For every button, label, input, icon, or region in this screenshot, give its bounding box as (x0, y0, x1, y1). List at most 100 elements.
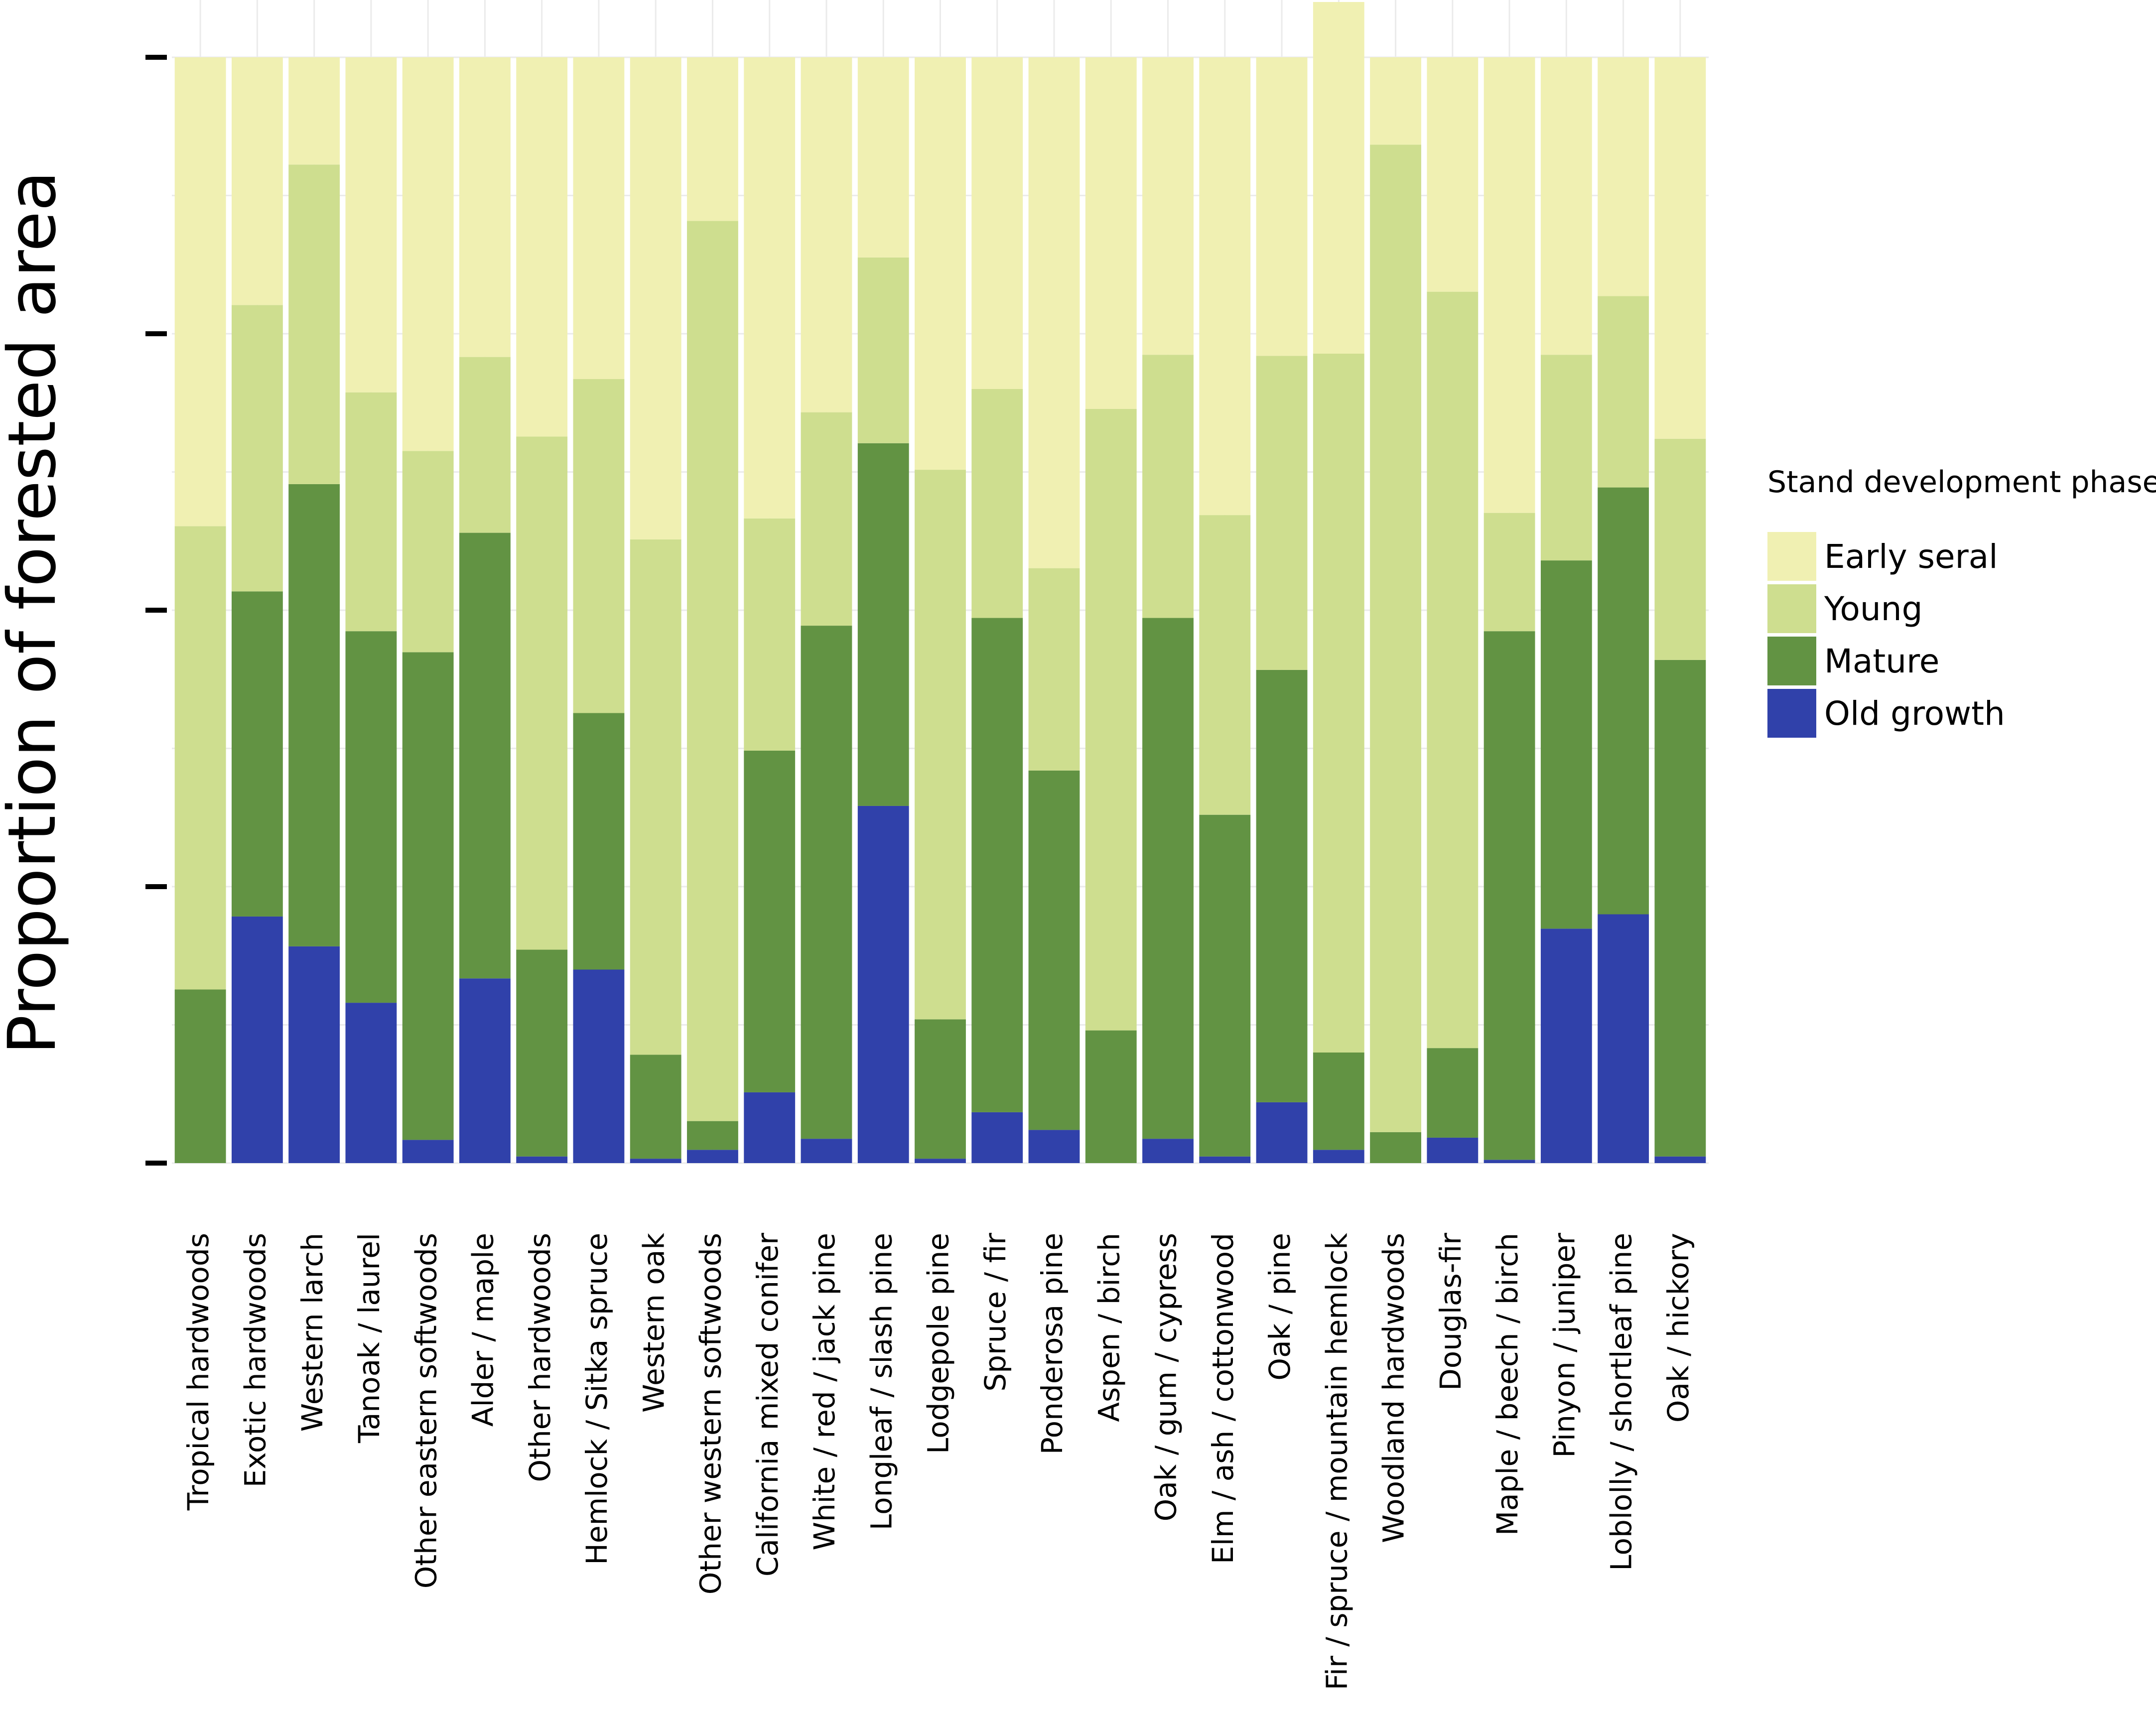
bar-segment-early-seral (687, 57, 738, 221)
bar-segment-mature (1313, 1053, 1364, 1150)
y-axis-label: Proportion of forested area (0, 171, 71, 1055)
x-tick-label: White / red / jack pine (808, 1233, 841, 1551)
bar-segment-mature (1483, 631, 1535, 1160)
bar-segment-mature (174, 989, 226, 1163)
bar-segment-young (1142, 355, 1194, 618)
x-tick-label: Oak / pine (1263, 1233, 1297, 1381)
x-tick-label: Ponderosa pine (1035, 1233, 1069, 1454)
bar-segment-young (231, 305, 283, 592)
bar-segment-young (801, 412, 852, 626)
bar-segment-old-growth (630, 1159, 681, 1163)
x-tick-label: Fir / spruce / mountain hemlock (1320, 1233, 1353, 1691)
x-tick-label: Western oak (637, 1233, 671, 1413)
bar-segment-early-seral (174, 57, 226, 527)
x-tick-label: Loblolly / shortleaf pine (1605, 1233, 1638, 1571)
bar-segment-early-seral (1256, 57, 1308, 356)
bar-segment-old-growth (288, 946, 340, 1163)
bar-segment-young (630, 539, 681, 1055)
bar-segment-young (1085, 408, 1137, 1031)
bar-segment-early-seral (1427, 57, 1479, 292)
bar-segment-mature (345, 631, 397, 1003)
bar-segment-mature (1256, 669, 1308, 1102)
bar-segment-mature (971, 618, 1023, 1112)
legend-swatch (1767, 637, 1816, 685)
x-tick-label: Longleaf / slash pine (864, 1233, 898, 1530)
bar-segment-young (1028, 568, 1080, 771)
bar-segment-mature (1427, 1048, 1479, 1138)
bar-segment-young (687, 221, 738, 1121)
bar-segment-early-seral (1540, 57, 1592, 355)
bar-segment-early-seral (744, 57, 796, 519)
bar-segment-old-growth (857, 805, 909, 1163)
bar-segment-early-seral (1598, 57, 1649, 296)
bar-segment-mature (402, 652, 454, 1140)
y-axis-ticks (145, 55, 167, 1166)
bar-segment-young (174, 526, 226, 990)
bar-segment-young (1598, 296, 1649, 488)
legend-swatch (1767, 689, 1816, 738)
bar-segment-old-growth (459, 978, 511, 1163)
bar-segment-young (857, 257, 909, 443)
bar-segment-mature (573, 713, 625, 970)
bar-segment-young (1540, 355, 1592, 561)
x-tick-label: Tropical hardwoods (181, 1233, 215, 1511)
legend-label: Early seral (1824, 537, 1998, 576)
bar-segment-young (971, 389, 1023, 618)
bar-segment-old-growth (1256, 1102, 1308, 1163)
x-tick-label: Oak / gum / cypress (1149, 1233, 1183, 1521)
bar-segment-old-growth (801, 1139, 852, 1163)
bars (174, 2, 1706, 1163)
bar-segment-mature (1028, 770, 1080, 1130)
bar-segment-early-seral (573, 57, 625, 380)
bar-segment-old-growth (1028, 1130, 1080, 1163)
bar-segment-young (1256, 356, 1308, 670)
bar-segment-mature (801, 626, 852, 1139)
x-tick-label: California mixed conifer (751, 1233, 785, 1577)
legend-label: Mature (1824, 642, 1939, 680)
bar-segment-early-seral (857, 57, 909, 258)
bar-segment-young (1199, 515, 1251, 815)
legend-label: Old growth (1824, 694, 2005, 733)
bar-segment-mature (288, 484, 340, 946)
bar-segment-mature (231, 591, 283, 917)
bar-segment-old-growth (516, 1156, 568, 1163)
bar-segment-mature (1085, 1030, 1137, 1163)
bar-segment-early-seral (1199, 57, 1251, 516)
x-tick-labels: Tropical hardwoods Exotic hardwoods Wester… (181, 1233, 1695, 1691)
bar-segment-old-growth (573, 969, 625, 1163)
legend: Stand development phase Early seral Young… (1767, 465, 2156, 738)
x-tick-label: Aspen / birch (1092, 1233, 1126, 1422)
bar-segment-old-growth (1540, 928, 1592, 1163)
bar-segment-old-growth (402, 1140, 454, 1163)
legend-title: Stand development phase (1767, 465, 2156, 500)
bar-segment-old-growth (1142, 1139, 1194, 1163)
x-tick-label: Other eastern softwoods (409, 1233, 443, 1588)
bar-segment-mature (1370, 1132, 1421, 1163)
bar-segment-mature (459, 532, 511, 979)
bar-segment-early-seral (1370, 57, 1421, 145)
bar-segment-young (516, 436, 568, 950)
bar-segment-early-seral (801, 57, 852, 412)
bar-segment-young (402, 451, 454, 653)
bar-segment-old-growth (1654, 1156, 1706, 1163)
bar-segment-early-seral (1028, 57, 1080, 568)
bar-segment-mature (857, 443, 909, 806)
bar-segment-mature (516, 949, 568, 1157)
x-tick-label: Western larch (295, 1233, 329, 1432)
bar-segment-early-seral (1483, 57, 1535, 513)
bar-segment-early-seral (288, 57, 340, 165)
bar-segment-mature (1199, 814, 1251, 1157)
x-tick-label: Alder / maple (466, 1233, 500, 1427)
bar-segment-mature (1654, 660, 1706, 1157)
x-tick-label: Woodland hardwoods (1377, 1233, 1411, 1543)
x-tick-label: Hemlock / Sitka spruce (580, 1233, 614, 1565)
bar-segment-early-seral (1142, 57, 1194, 355)
bar-segment-young (459, 357, 511, 533)
bar-segment-early-seral (1313, 2, 1364, 354)
x-tick-label: Exotic hardwoods (238, 1233, 272, 1487)
x-tick-label: Tanoak / laurel (352, 1233, 386, 1444)
bar-segment-mature (1540, 560, 1592, 929)
bar-segment-old-growth (345, 1003, 397, 1163)
bar-segment-young (1370, 144, 1421, 1132)
